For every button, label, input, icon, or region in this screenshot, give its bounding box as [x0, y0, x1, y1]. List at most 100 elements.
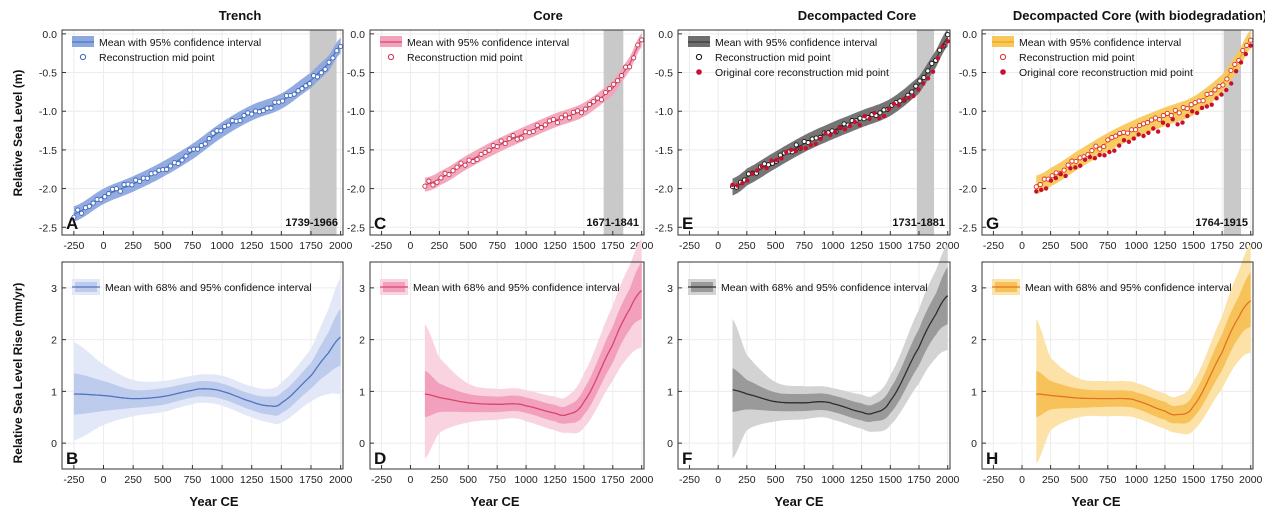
reconstruction-point: [631, 55, 637, 61]
original-core-point: [896, 102, 901, 108]
original-core-point: [1243, 51, 1249, 57]
reconstruction-point: [268, 105, 274, 111]
plot-frame: [677, 261, 951, 470]
original-core-point: [847, 123, 853, 129]
y-tick-label: 0.0: [350, 29, 365, 41]
original-core-point: [1068, 166, 1073, 171]
original-core-point: [759, 164, 765, 169]
panel-E: E 1731-1881 Mean with 95% confidence inter…: [655, 29, 960, 252]
reconstruction-point: [841, 121, 847, 127]
reconstruction-point: [627, 64, 633, 70]
reconstruction-point: [1176, 110, 1182, 116]
legend-mean-label: Mean with 68% and 95% confidence interva…: [721, 282, 928, 294]
title-decompacted-core: Decompacted Core: [798, 8, 916, 23]
original-core-point: [1063, 173, 1068, 179]
reconstruction-point: [144, 175, 150, 181]
y-tick-label: 3: [971, 283, 977, 295]
original-core-point: [1233, 69, 1239, 74]
reconstruction-point: [86, 203, 92, 209]
reconstruction-point: [809, 136, 815, 142]
reconstruction-point: [79, 210, 85, 216]
x-tick-label: 1500: [270, 474, 294, 486]
reconstruction-point: [538, 125, 544, 131]
shaded-interval: [603, 30, 624, 235]
original-core-point: [1190, 109, 1195, 114]
x-tick-label: 1000: [210, 240, 234, 252]
reconstruction-point: [1037, 182, 1043, 188]
reconstruction-point: [137, 178, 143, 184]
reconstruction-point: [454, 164, 460, 170]
x-tick-label: 1750: [299, 240, 323, 252]
reconstruction-point: [206, 136, 212, 142]
x-tick-label: 2000: [329, 240, 353, 252]
reconstruction-point: [857, 115, 863, 121]
original-core-point: [1214, 96, 1219, 101]
reconstruction-point: [615, 78, 621, 84]
panel-label: F: [682, 449, 692, 468]
reconstruction-point: [793, 142, 799, 148]
reconstruction-point: [322, 66, 328, 72]
y-tick-label: 2: [667, 335, 673, 347]
reconstruction-point: [1077, 155, 1083, 161]
reconstruction-point: [175, 160, 181, 167]
plot-frame: [677, 29, 951, 236]
reconstruction-point: [1113, 133, 1119, 139]
x-tick-label: -250: [371, 474, 392, 486]
y-tick-label: 2: [51, 335, 57, 347]
title-core: Core: [533, 8, 563, 23]
legend-mean-label: Mean with 68% and 95% confidence interva…: [413, 282, 620, 294]
reconstruction-point: [438, 175, 444, 181]
reconstruction-point: [1101, 144, 1107, 150]
reconstruction-point: [334, 48, 340, 54]
x-tick-label: 1250: [240, 240, 264, 252]
x-tick-label: 1000: [821, 474, 845, 486]
x-tick-label: 1500: [572, 474, 596, 486]
y-tick-label: -2.0: [347, 184, 365, 196]
reconstruction-point: [611, 81, 617, 87]
original-core-point: [925, 76, 931, 81]
x-tick-label: 2000: [1239, 474, 1263, 486]
reconstruction-point: [129, 182, 135, 188]
x-tick-label: 250: [124, 474, 142, 486]
original-core-point: [1092, 156, 1098, 161]
x-tick-label: 2000: [630, 474, 654, 486]
y-tick-label: 0: [359, 438, 365, 450]
x-tick-label: 500: [460, 240, 478, 252]
y-tick-label: -1.5: [959, 145, 977, 157]
original-core-point: [891, 101, 897, 107]
reconstruction-point: [1200, 98, 1206, 104]
xlabel-col-1: Year CE: [189, 494, 238, 509]
reconstruction-point: [195, 146, 201, 152]
plot-frame: [369, 261, 645, 470]
legend-mean-label: Mean with 95% confidence interval: [99, 37, 261, 49]
reconstruction-point: [1105, 137, 1111, 143]
interval-label: 1764-1915: [1195, 217, 1248, 229]
mean-line: [1036, 300, 1252, 416]
x-tick-label: 1500: [1182, 474, 1206, 486]
original-core-point: [1121, 138, 1127, 143]
reconstruction-point: [167, 163, 174, 169]
x-tick-label: 0: [101, 240, 107, 252]
reconstruction-point: [639, 37, 645, 43]
reconstruction-point: [921, 74, 927, 81]
panel-label: D: [374, 449, 386, 468]
x-tick-label: 250: [1042, 240, 1060, 252]
x-tick-label: 1750: [907, 240, 931, 252]
original-core-point: [1199, 105, 1205, 111]
original-core-point: [872, 110, 877, 116]
legend-orig-label: Original core reconstruction mid point: [1019, 67, 1193, 79]
reconstruction-point: [1069, 158, 1075, 164]
original-core-point: [798, 145, 804, 151]
original-core-point: [730, 182, 735, 187]
reconstruction-point: [929, 60, 935, 67]
reconstruction-point: [1097, 146, 1103, 152]
x-tick-label: 1750: [601, 474, 625, 486]
legend-orig-swatch: [1000, 69, 1006, 75]
reconstruction-point: [897, 98, 903, 104]
x-tick-label: -250: [679, 474, 700, 486]
y-tick-label: 0.0: [962, 29, 977, 41]
reconstruction-point: [102, 194, 108, 200]
reconstruction-point: [458, 160, 464, 166]
x-tick-label: 250: [431, 474, 449, 486]
original-core-point: [1160, 120, 1166, 125]
